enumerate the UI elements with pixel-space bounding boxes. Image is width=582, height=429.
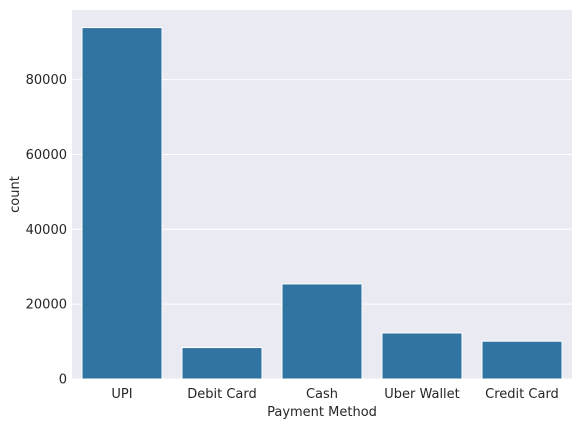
y-tick-label: 40000 (26, 223, 67, 238)
x-axis-ticks: UPI Debit Card Cash Uber Wallet Credit Card (111, 387, 558, 402)
y-tick-label: 60000 (26, 148, 67, 163)
bar-upi (81, 27, 163, 380)
x-axis-label: Payment Method (267, 405, 377, 420)
x-tick-label: UPI (111, 387, 132, 402)
y-tick-label: 20000 (26, 298, 67, 313)
y-axis-ticks: 0 20000 40000 60000 80000 (26, 73, 67, 387)
y-axis-label: count (8, 176, 23, 213)
x-tick-label: Cash (306, 387, 338, 402)
bar-debit-card (181, 347, 263, 380)
bars (81, 27, 563, 380)
x-tick-label: Credit Card (485, 387, 559, 402)
y-tick-label: 80000 (26, 73, 67, 88)
x-tick-label: Uber Wallet (384, 387, 460, 402)
x-tick-label: Debit Card (187, 387, 257, 402)
bar-credit-card (481, 340, 563, 380)
bar-cash (281, 283, 363, 380)
bar-uber-wallet (381, 332, 463, 380)
y-tick-label: 0 (59, 373, 67, 388)
